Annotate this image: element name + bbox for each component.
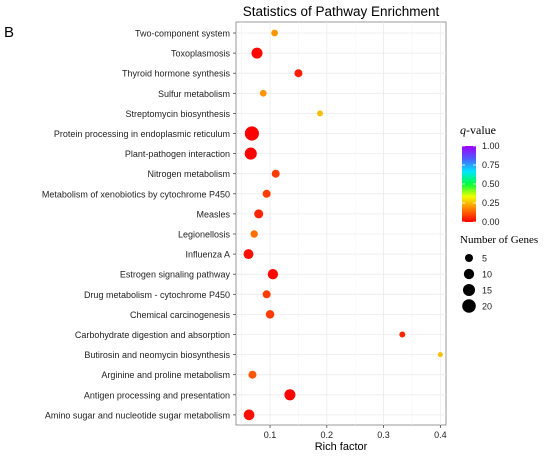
y-tick-label: Influenza A xyxy=(185,250,230,260)
q-value-tick-label: 1.00 xyxy=(482,141,500,151)
y-tick-label: Carbohydrate digestion and absorption xyxy=(75,330,230,340)
q-value-tick-label: 0.25 xyxy=(482,198,500,208)
data-point xyxy=(271,169,280,178)
y-tick-label: Chemical carcinogenesis xyxy=(130,310,231,320)
data-point xyxy=(254,209,264,219)
y-tick-label: Nitrogen metabolism xyxy=(147,169,230,179)
y-tick-label: Metabolism of xenobiotics by cytochrome … xyxy=(42,189,230,199)
data-point xyxy=(248,370,257,379)
y-tick-label: Plant-pathogen interaction xyxy=(125,149,230,159)
y-tick-label: Drug metabolism - cytochrome P450 xyxy=(84,290,230,300)
panel-label: B xyxy=(4,24,15,41)
y-tick-labels: Two-component system Toxoplasmosis Thyroid… xyxy=(42,29,236,420)
gene-count-legend-label: 5 xyxy=(482,254,487,264)
q-value-tick-label: 0.75 xyxy=(482,160,500,170)
y-tick-label: Butirosin and neomycin biosynthesis xyxy=(84,350,230,360)
data-point xyxy=(271,29,278,37)
y-tick-label: Streptomycin biosynthesis xyxy=(125,109,230,119)
y-tick-label: Thyroid hormone synthesis xyxy=(122,69,231,79)
plot-area xyxy=(235,21,447,426)
gene-count-legend-dot xyxy=(462,283,476,297)
data-point xyxy=(244,147,257,160)
data-point xyxy=(244,126,259,141)
x-tick-label: 0.2 xyxy=(321,430,334,440)
x-tick-label: 0.4 xyxy=(434,430,447,440)
q-value-tick-label: 0.00 xyxy=(482,217,500,227)
gene-count-legend-label: 20 xyxy=(482,302,492,312)
data-point xyxy=(267,269,279,280)
gene-count-legend-dot xyxy=(463,268,475,280)
x-tick-label: 0.3 xyxy=(377,430,390,440)
data-point xyxy=(262,189,271,198)
data-point xyxy=(284,389,296,401)
data-point xyxy=(251,47,263,59)
x-tick-label: 0.1 xyxy=(264,430,277,440)
data-point xyxy=(243,409,255,421)
q-value-legend-title: q-value xyxy=(460,123,496,137)
q-value-color-bar xyxy=(462,146,476,222)
data-point xyxy=(399,331,406,338)
q-value-legend: q-value 0.00 0.25 0.50 0.75 1.00 xyxy=(460,123,500,227)
gene-count-legend: Number of Genes 5 10 15 20 xyxy=(460,234,538,313)
gene-count-legend-label: 10 xyxy=(482,270,492,280)
data-point xyxy=(265,310,275,319)
y-tick-label: Protein processing in endoplasmic reticu… xyxy=(54,129,230,139)
data-point xyxy=(262,290,271,299)
gene-count-legend-dot xyxy=(462,299,476,313)
gene-count-legend-dot xyxy=(465,254,473,262)
chart-title: Statistics of Pathway Enrichment xyxy=(243,4,440,19)
gene-count-legend-label: 15 xyxy=(482,286,492,296)
data-point xyxy=(250,230,258,238)
x-axis-label: Rich factor xyxy=(315,441,368,453)
data-point xyxy=(437,352,443,358)
x-ticks: 0.1 0.2 0.3 0.4 xyxy=(264,425,447,440)
y-tick-label: Antigen processing and presentation xyxy=(84,390,230,400)
data-point xyxy=(294,69,303,78)
y-tick-label: Amino sugar and nucleotide sugar metabol… xyxy=(45,410,230,420)
data-point xyxy=(259,89,267,97)
y-tick-label: Legionellosis xyxy=(178,230,231,240)
data-point xyxy=(243,249,254,260)
gene-count-legend-title: Number of Genes xyxy=(460,234,538,246)
y-tick-label: Arginine and proline metabolism xyxy=(101,370,230,380)
data-points xyxy=(243,29,443,421)
y-tick-label: Toxoplasmosis xyxy=(171,49,231,59)
y-tick-label: Measles xyxy=(196,209,230,219)
y-tick-label: Sulfur metabolism xyxy=(158,89,230,99)
q-value-tick-label: 0.50 xyxy=(482,179,500,189)
y-tick-label: Estrogen signaling pathway xyxy=(120,270,231,280)
y-tick-label: Two-component system xyxy=(135,29,230,39)
data-point xyxy=(317,110,323,117)
